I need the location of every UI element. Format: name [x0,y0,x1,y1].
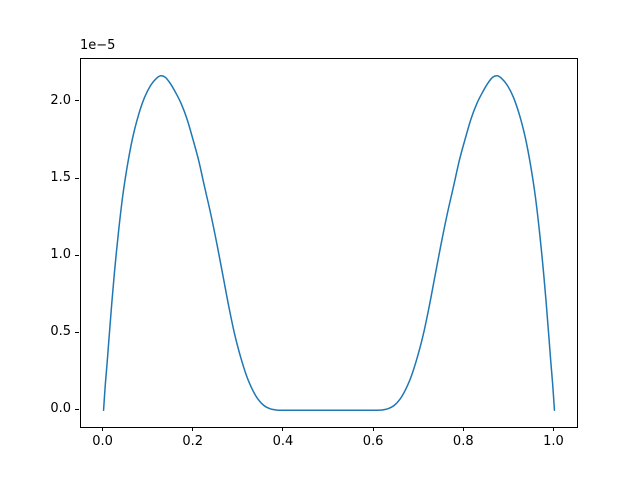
plot-area [80,58,578,428]
x-tick [282,427,284,431]
y-tick [75,331,79,333]
x-tick [102,427,104,431]
y-tick-label: 0.0 [50,401,71,417]
x-tick [552,427,554,431]
y-tick-label: 2.0 [50,92,71,108]
y-tick [75,100,79,102]
x-tick-label: 0.0 [92,434,113,449]
y-tick-label: 1.5 [50,170,71,186]
y-tick-label: 1.0 [50,247,71,263]
y-axis-offset-label: 1e−5 [80,38,116,53]
x-tick-label: 0.8 [452,434,474,449]
x-tick-label: 0.2 [182,434,204,449]
data-line [102,74,556,412]
x-tick [192,427,194,431]
line-chart-svg [102,74,556,412]
x-tick [462,427,464,431]
y-tick [75,408,79,410]
x-tick-label: 1.0 [543,434,564,449]
y-tick [75,254,79,256]
x-tick [372,427,374,431]
x-tick-label: 0.6 [362,434,384,449]
x-tick-label: 0.4 [272,434,294,449]
y-tick-label: 0.5 [50,324,71,340]
y-tick [75,177,79,179]
